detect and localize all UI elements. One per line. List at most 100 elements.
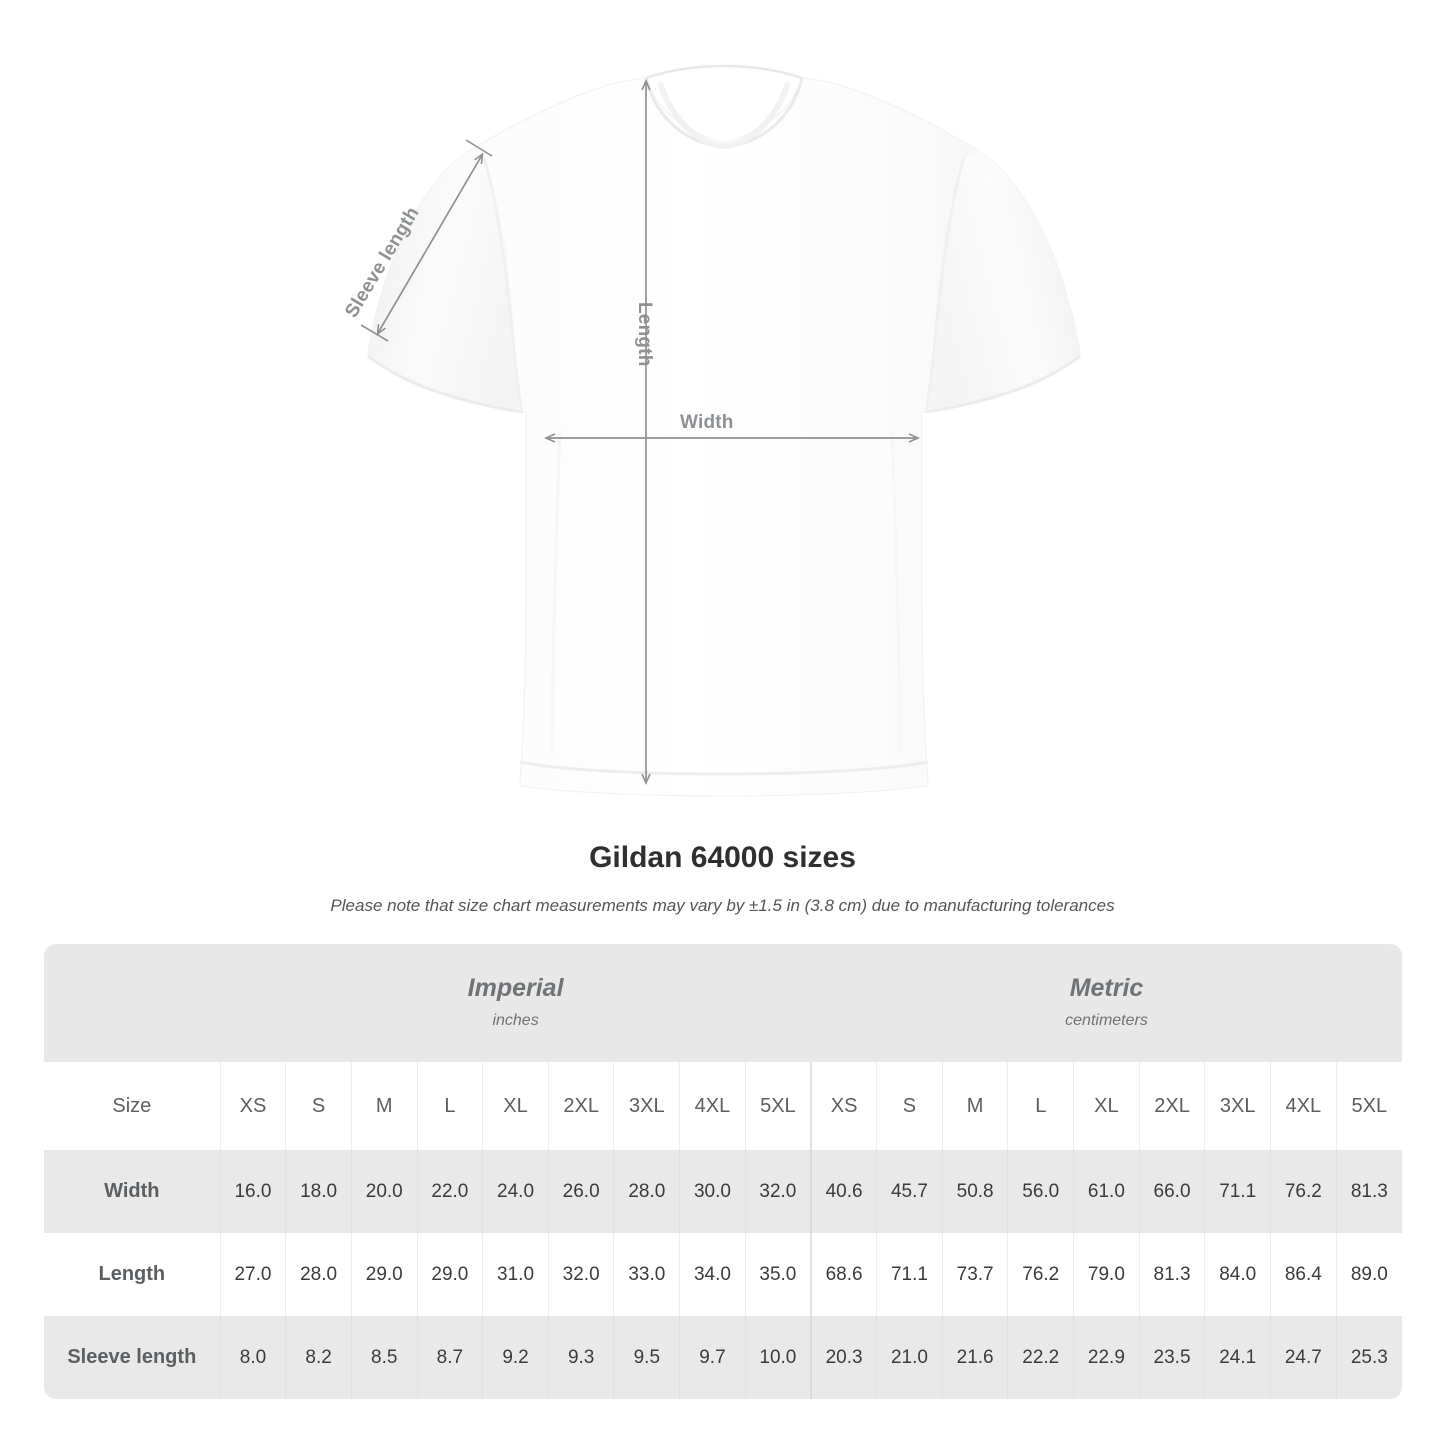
cell-width-imperial-xl: 24.0: [482, 1150, 549, 1233]
cell-length-imperial-s: 28.0: [285, 1233, 352, 1316]
cell-length-imperial-m: 29.0: [350, 1233, 418, 1316]
size-header-imperial-3xl: 3XL: [613, 1062, 680, 1150]
cell-length-imperial-3xl: 33.0: [613, 1233, 680, 1316]
size-header-metric-s: S: [876, 1062, 943, 1150]
cell-sleeve-length-imperial-s: 8.2: [285, 1316, 352, 1399]
chart-heading: Gildan 64000 sizes Please note that size…: [0, 830, 1445, 918]
sleeve-tick-bottom: [360, 324, 389, 342]
cell-length-imperial-xl: 31.0: [482, 1233, 549, 1316]
cell-width-imperial-s: 18.0: [285, 1150, 352, 1233]
imperial-unit-header-sub: inches: [492, 1012, 539, 1029]
size-header-metric-4xl: 4XL: [1270, 1062, 1337, 1150]
size-row-header: Size: [44, 1062, 221, 1150]
row-header-length: Length: [44, 1233, 221, 1316]
cell-width-metric-2xl: 66.0: [1138, 1150, 1205, 1233]
size-header-imperial-xs: XS: [219, 1062, 286, 1150]
cell-width-metric-xl: 61.0: [1073, 1150, 1140, 1233]
cell-length-metric-4xl: 86.4: [1270, 1233, 1337, 1316]
cell-length-metric-l: 76.2: [1007, 1233, 1074, 1316]
cell-sleeve-length-metric-4xl: 24.7: [1270, 1316, 1337, 1399]
metric-unit-header: Metric centimeters: [811, 944, 1402, 1062]
cell-length-metric-xl: 79.0: [1073, 1233, 1140, 1316]
cell-width-metric-4xl: 76.2: [1270, 1150, 1337, 1233]
cell-sleeve-length-imperial-xs: 8.0: [219, 1316, 286, 1399]
cell-sleeve-length-imperial-5xl: 10.0: [744, 1316, 812, 1399]
size-header-metric-2xl: 2XL: [1138, 1062, 1205, 1150]
size-header-metric-xl: XL: [1073, 1062, 1140, 1150]
cell-sleeve-length-metric-m: 21.6: [941, 1316, 1008, 1399]
size-header-imperial-m: M: [350, 1062, 418, 1150]
size-header-imperial-l: L: [416, 1062, 483, 1150]
cell-length-metric-5xl: 89.0: [1335, 1233, 1402, 1316]
cell-width-imperial-l: 22.0: [416, 1150, 483, 1233]
cell-width-metric-3xl: 71.1: [1204, 1150, 1271, 1233]
cell-sleeve-length-imperial-3xl: 9.5: [613, 1316, 680, 1399]
width-dimension-label: Width: [680, 412, 734, 433]
cell-sleeve-length-imperial-l: 8.7: [416, 1316, 483, 1399]
size-header-metric-xs: XS: [810, 1062, 877, 1150]
sleeve-arrow: [376, 152, 484, 336]
cell-length-metric-3xl: 84.0: [1204, 1233, 1271, 1316]
imperial-unit-header-name: Imperial: [467, 974, 564, 1002]
cell-length-imperial-5xl: 35.0: [744, 1233, 812, 1316]
size-chart-table-wrap: Imperial inches Metric centimeters Size XS S M L…: [44, 944, 1402, 1399]
metric-unit-header-sub: centimeters: [1065, 1012, 1148, 1029]
cell-length-metric-xs: 68.6: [810, 1233, 877, 1316]
cell-length-metric-2xl: 81.3: [1138, 1233, 1205, 1316]
cell-length-metric-m: 73.7: [941, 1233, 1008, 1316]
cell-sleeve-length-metric-5xl: 25.3: [1335, 1316, 1402, 1399]
cell-width-imperial-4xl: 30.0: [679, 1150, 746, 1233]
size-header-imperial-2xl: 2XL: [547, 1062, 614, 1150]
tshirt-illustration: Width Length Sleeve length: [341, 64, 1081, 797]
size-chart-table: Imperial inches Metric centimeters Size XS S M L…: [44, 944, 1402, 1399]
cell-width-metric-s: 45.7: [876, 1150, 943, 1233]
cell-width-metric-5xl: 81.3: [1335, 1150, 1402, 1233]
cell-width-imperial-m: 20.0: [350, 1150, 418, 1233]
length-dimension-label: Length: [634, 302, 655, 367]
cell-width-imperial-xs: 16.0: [219, 1150, 286, 1233]
size-header-row: Size XS S M L XL 2XL 3XL 4XL 5XL XS S M L XL 2XL 3XL 4XL 5…: [44, 1062, 1402, 1150]
cell-length-metric-s: 71.1: [876, 1233, 943, 1316]
cell-length-imperial-l: 29.0: [416, 1233, 483, 1316]
unit-banner-row: Imperial inches Metric centimeters: [44, 944, 1402, 1062]
cell-sleeve-length-metric-xl: 22.9: [1073, 1316, 1140, 1399]
cell-sleeve-length-metric-l: 22.2: [1007, 1316, 1074, 1399]
table-row: Sleeve length 8.0 8.2 8.5 8.7 9.2 9.3 9.5 9.7 10.…: [44, 1316, 1402, 1399]
cell-sleeve-length-imperial-m: 8.5: [350, 1316, 418, 1399]
row-header-width: Width: [44, 1150, 221, 1233]
cell-sleeve-length-imperial-4xl: 9.7: [679, 1316, 746, 1399]
size-header-imperial-5xl: 5XL: [744, 1062, 812, 1150]
size-header-imperial-xl: XL: [482, 1062, 549, 1150]
tshirt-svg: [360, 64, 1081, 797]
size-header-metric-5xl: 5XL: [1335, 1062, 1402, 1150]
metric-unit-header-name: Metric: [1069, 974, 1144, 1002]
cell-width-metric-m: 50.8: [941, 1150, 1008, 1233]
cell-sleeve-length-metric-xs: 20.3: [810, 1316, 877, 1399]
cell-sleeve-length-metric-s: 21.0: [876, 1316, 943, 1399]
cell-length-imperial-4xl: 34.0: [679, 1233, 746, 1316]
size-header-imperial-s: S: [285, 1062, 352, 1150]
page-title: Gildan 64000 sizes: [589, 841, 856, 874]
table-row: Length 27.0 28.0 29.0 29.0 31.0 32.0 33.0 34.0 35…: [44, 1233, 1402, 1316]
cell-sleeve-length-metric-2xl: 23.5: [1138, 1316, 1205, 1399]
cell-sleeve-length-imperial-2xl: 9.3: [547, 1316, 614, 1399]
cell-sleeve-length-metric-3xl: 24.1: [1204, 1316, 1271, 1399]
tolerance-note: Please note that size chart measurements…: [330, 896, 1115, 915]
cell-width-metric-l: 56.0: [1007, 1150, 1074, 1233]
cell-length-imperial-xs: 27.0: [219, 1233, 286, 1316]
cell-width-imperial-3xl: 28.0: [613, 1150, 680, 1233]
size-header-metric-l: L: [1007, 1062, 1074, 1150]
size-header-metric-3xl: 3XL: [1204, 1062, 1271, 1150]
cell-width-imperial-5xl: 32.0: [744, 1150, 812, 1233]
sleeve-tick-top: [465, 139, 493, 157]
dimension-arrows: [360, 79, 920, 785]
size-header-metric-m: M: [941, 1062, 1008, 1150]
cell-width-imperial-2xl: 26.0: [547, 1150, 614, 1233]
cell-length-imperial-2xl: 32.0: [547, 1233, 614, 1316]
size-header-imperial-4xl: 4XL: [679, 1062, 746, 1150]
cell-width-metric-xs: 40.6: [810, 1150, 877, 1233]
row-header-sleeve-length: Sleeve length: [44, 1316, 221, 1399]
cell-sleeve-length-imperial-xl: 9.2: [482, 1316, 549, 1399]
table-row: Width 16.0 18.0 20.0 22.0 24.0 26.0 28.0 30.0 32.…: [44, 1150, 1402, 1233]
imperial-unit-header: Imperial inches: [220, 944, 812, 1062]
